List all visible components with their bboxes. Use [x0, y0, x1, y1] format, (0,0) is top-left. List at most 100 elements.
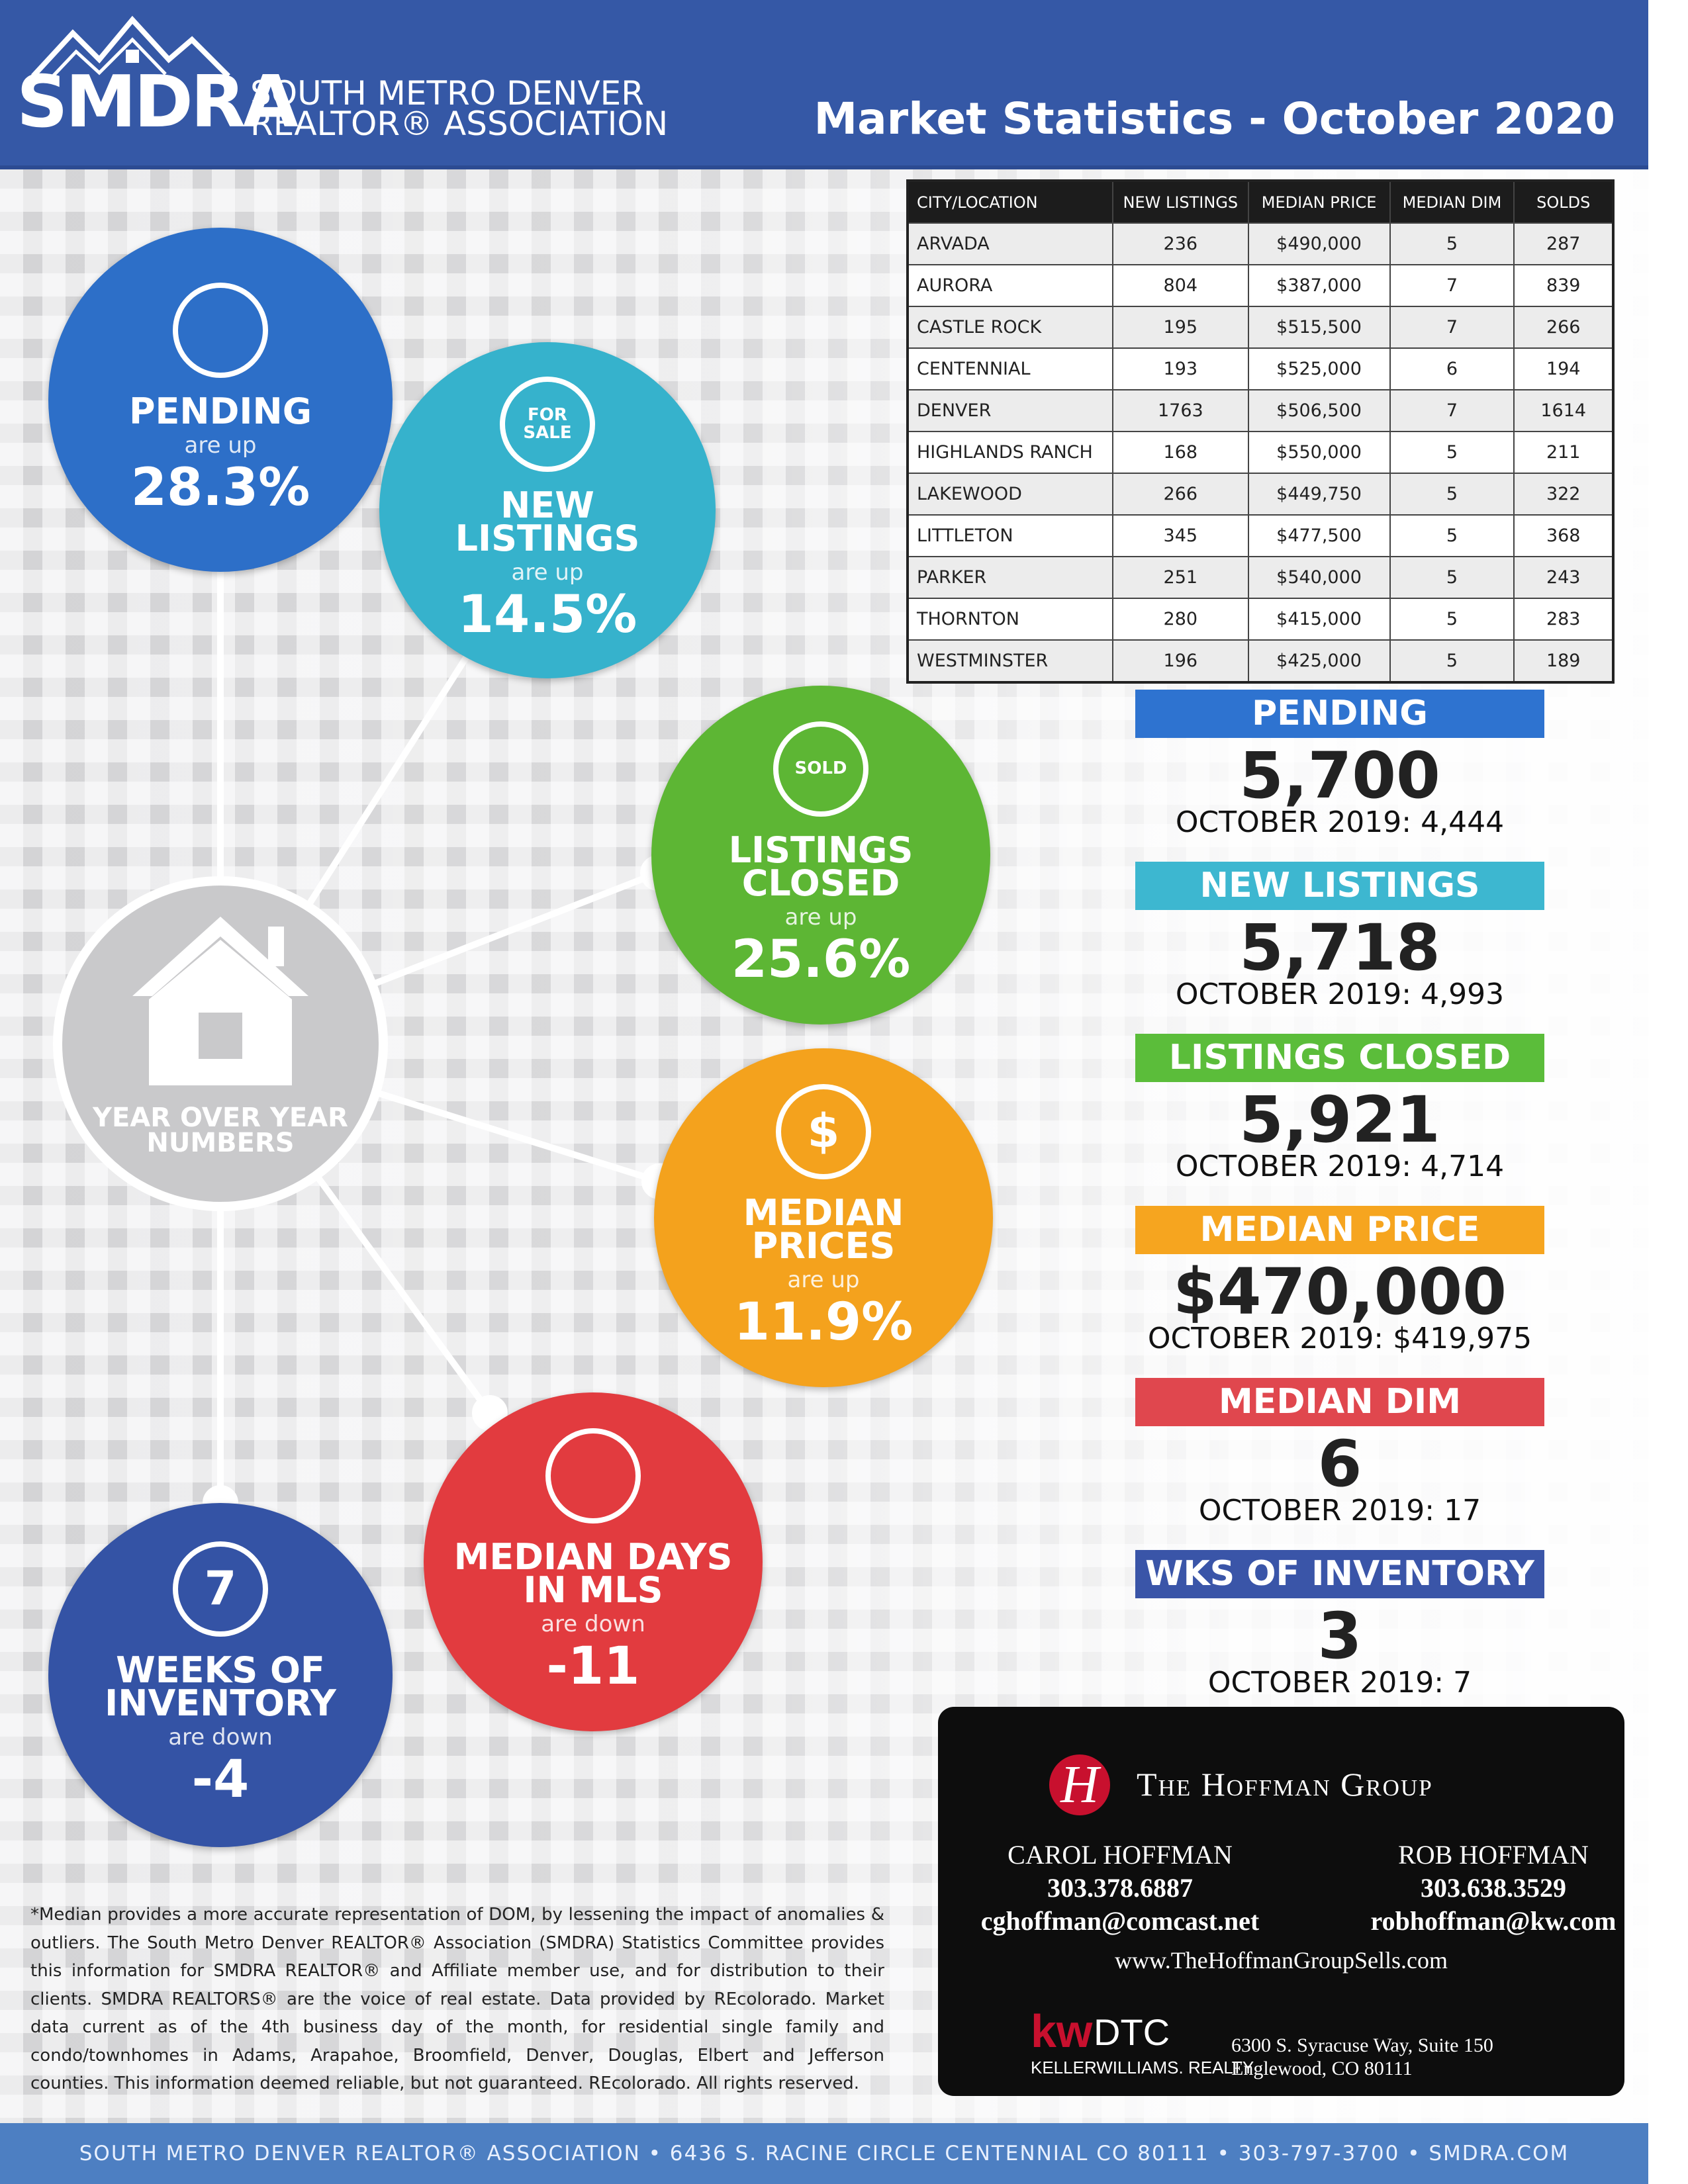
circle-direction: are up — [184, 432, 257, 459]
table-cell: 7 — [1389, 389, 1515, 432]
column-header: MEDIAN PRICE — [1247, 180, 1391, 224]
table-row: LITTLETON 345 $477,500 5 368 — [906, 514, 1614, 557]
card-website: www.TheHoffmanGroupSells.com — [1115, 1947, 1448, 1974]
table-cell: DENVER — [906, 389, 1114, 432]
market-table: CITY/LOCATION NEW LISTINGS MEDIAN PRICE MED… — [906, 179, 1615, 684]
stat-comparison: OCTOBER 2019: 4,993 — [1175, 978, 1505, 1011]
table-cell: AURORA — [906, 264, 1114, 307]
stat-circle: SOLD LISTINGS CLOSED are up 25.6% — [651, 686, 990, 1024]
stat-circle: MEDIAN DAYS IN MLS are down -11 — [424, 1392, 763, 1731]
circle-direction: are down — [168, 1724, 273, 1751]
business-card: H The Hoffman Group CAROL HOFFMAN 303.378… — [938, 1707, 1624, 2096]
logo-mountains — [31, 15, 230, 78]
circle-change: 28.3% — [130, 458, 310, 518]
circle-label: MEDIAN DAYS — [453, 1536, 733, 1578]
table-cell: 283 — [1513, 598, 1614, 641]
header: SMDRA SOUTH METRO DENVER REALTOR® ASSOCI… — [0, 0, 1648, 169]
icon-text: $ — [807, 1104, 840, 1159]
table-cell: 368 — [1513, 514, 1614, 557]
hub-line: NUMBERS — [146, 1128, 295, 1158]
table-cell: 5 — [1389, 431, 1515, 474]
table-cell: 804 — [1112, 264, 1249, 307]
table-row: CENTENNIAL 193 $525,000 6 194 — [906, 347, 1614, 390]
stat-value: 5,921 — [1239, 1083, 1440, 1157]
table-cell: $525,000 — [1247, 347, 1391, 390]
table-cell: 266 — [1112, 473, 1249, 516]
table-cell: $387,000 — [1247, 264, 1391, 307]
table-cell: 280 — [1112, 598, 1249, 641]
circle-change: 11.9% — [733, 1293, 914, 1352]
hub-line: YEAR OVER YEAR — [93, 1103, 348, 1133]
agent-name: ROB HOFFMAN — [1398, 1840, 1589, 1870]
circle-direction: are up — [511, 559, 584, 586]
table-cell: 6 — [1389, 347, 1515, 390]
table-cell: LITTLETON — [906, 514, 1114, 557]
stat-value: 5,718 — [1239, 911, 1440, 985]
circle-direction: are up — [787, 1267, 860, 1293]
table-cell: PARKER — [906, 556, 1114, 599]
table-row: HIGHLANDS RANCH 168 $550,000 5 211 — [906, 431, 1614, 474]
table-cell: $490,000 — [1247, 222, 1391, 265]
table-cell: 839 — [1513, 264, 1614, 307]
table-cell: 1763 — [1112, 389, 1249, 432]
table-row: DENVER 1763 $506,500 7 1614 — [906, 389, 1614, 432]
table-cell: $425,000 — [1247, 639, 1391, 683]
table-cell: 236 — [1112, 222, 1249, 265]
table-cell: 322 — [1513, 473, 1614, 516]
stat-circle: $ MEDIAN PRICES are up 11.9% — [654, 1048, 993, 1387]
table-cell: 5 — [1389, 598, 1515, 641]
agent-email: robhoffman@kw.com — [1370, 1906, 1617, 1936]
table-cell: $515,500 — [1247, 306, 1391, 349]
card-address: Englewood, CO 80111 — [1231, 2058, 1413, 2079]
stat-circle: FOR SALE NEW LISTINGS are up 14.5% — [379, 342, 716, 678]
table-row: ARVADA 236 $490,000 5 287 — [906, 222, 1614, 265]
circle-label: MEDIAN — [743, 1192, 904, 1234]
icon-text: 7 — [204, 1561, 237, 1616]
circle-label: INVENTORY — [105, 1682, 336, 1724]
card-address: 6300 S. Syracuse Way, Suite 150 — [1231, 2034, 1493, 2056]
table-cell: 287 — [1513, 222, 1614, 265]
table-cell: CENTENNIAL — [906, 347, 1114, 390]
org-name: SOUTH METRO DENVER — [250, 74, 645, 113]
stat-circle: 7 WEEKS OF INVENTORY are down -4 — [48, 1503, 393, 1847]
circle-change: -11 — [546, 1637, 640, 1696]
table-cell: 196 — [1112, 639, 1249, 683]
table-cell: $506,500 — [1247, 389, 1391, 432]
table-cell: 211 — [1513, 431, 1614, 474]
circle-direction: are up — [784, 904, 857, 931]
table-cell: $550,000 — [1247, 431, 1391, 474]
table-row: CASTLE ROCK 195 $515,500 7 266 — [906, 306, 1614, 349]
table-cell: 1614 — [1513, 389, 1614, 432]
agent-phone: 303.378.6887 — [1047, 1873, 1193, 1903]
table-cell: $477,500 — [1247, 514, 1391, 557]
icon-text: SALE — [523, 423, 572, 443]
circle-icon: SOLD — [773, 721, 868, 817]
stat-comparison: OCTOBER 2019: 4,714 — [1175, 1150, 1505, 1183]
icon-text: SOLD — [794, 758, 847, 779]
org-name: REALTOR® ASSOCIATION — [250, 105, 669, 143]
circle-label: LISTINGS — [455, 518, 640, 559]
table-cell: 5 — [1389, 639, 1515, 683]
table-cell: 251 — [1112, 556, 1249, 599]
circle-icon — [173, 283, 268, 378]
circle-icon: $ — [776, 1084, 871, 1179]
table-cell: LAKEWOOD — [906, 473, 1114, 516]
table-cell: 7 — [1389, 306, 1515, 349]
stat-circle: PENDING are up 28.3% — [48, 228, 393, 572]
table-cell: 7 — [1389, 264, 1515, 307]
circle-label: PENDING — [128, 390, 312, 432]
stat-value: $470,000 — [1172, 1255, 1507, 1329]
column-header: SOLDS — [1513, 180, 1614, 224]
circle-direction: are down — [541, 1611, 645, 1637]
circle-label: PRICES — [751, 1225, 896, 1267]
table-cell: THORNTON — [906, 598, 1114, 641]
table-cell: 194 — [1513, 347, 1614, 390]
table-cell: $540,000 — [1247, 556, 1391, 599]
table-row: THORNTON 280 $415,000 5 283 — [906, 598, 1614, 641]
column-header: NEW LISTINGS — [1112, 180, 1249, 224]
agent-phone: 303.638.3529 — [1421, 1873, 1566, 1903]
card-logo: H — [1049, 1754, 1110, 1815]
table-cell: 193 — [1112, 347, 1249, 390]
stat-label: WKS OF INVENTORY — [1135, 1550, 1544, 1598]
